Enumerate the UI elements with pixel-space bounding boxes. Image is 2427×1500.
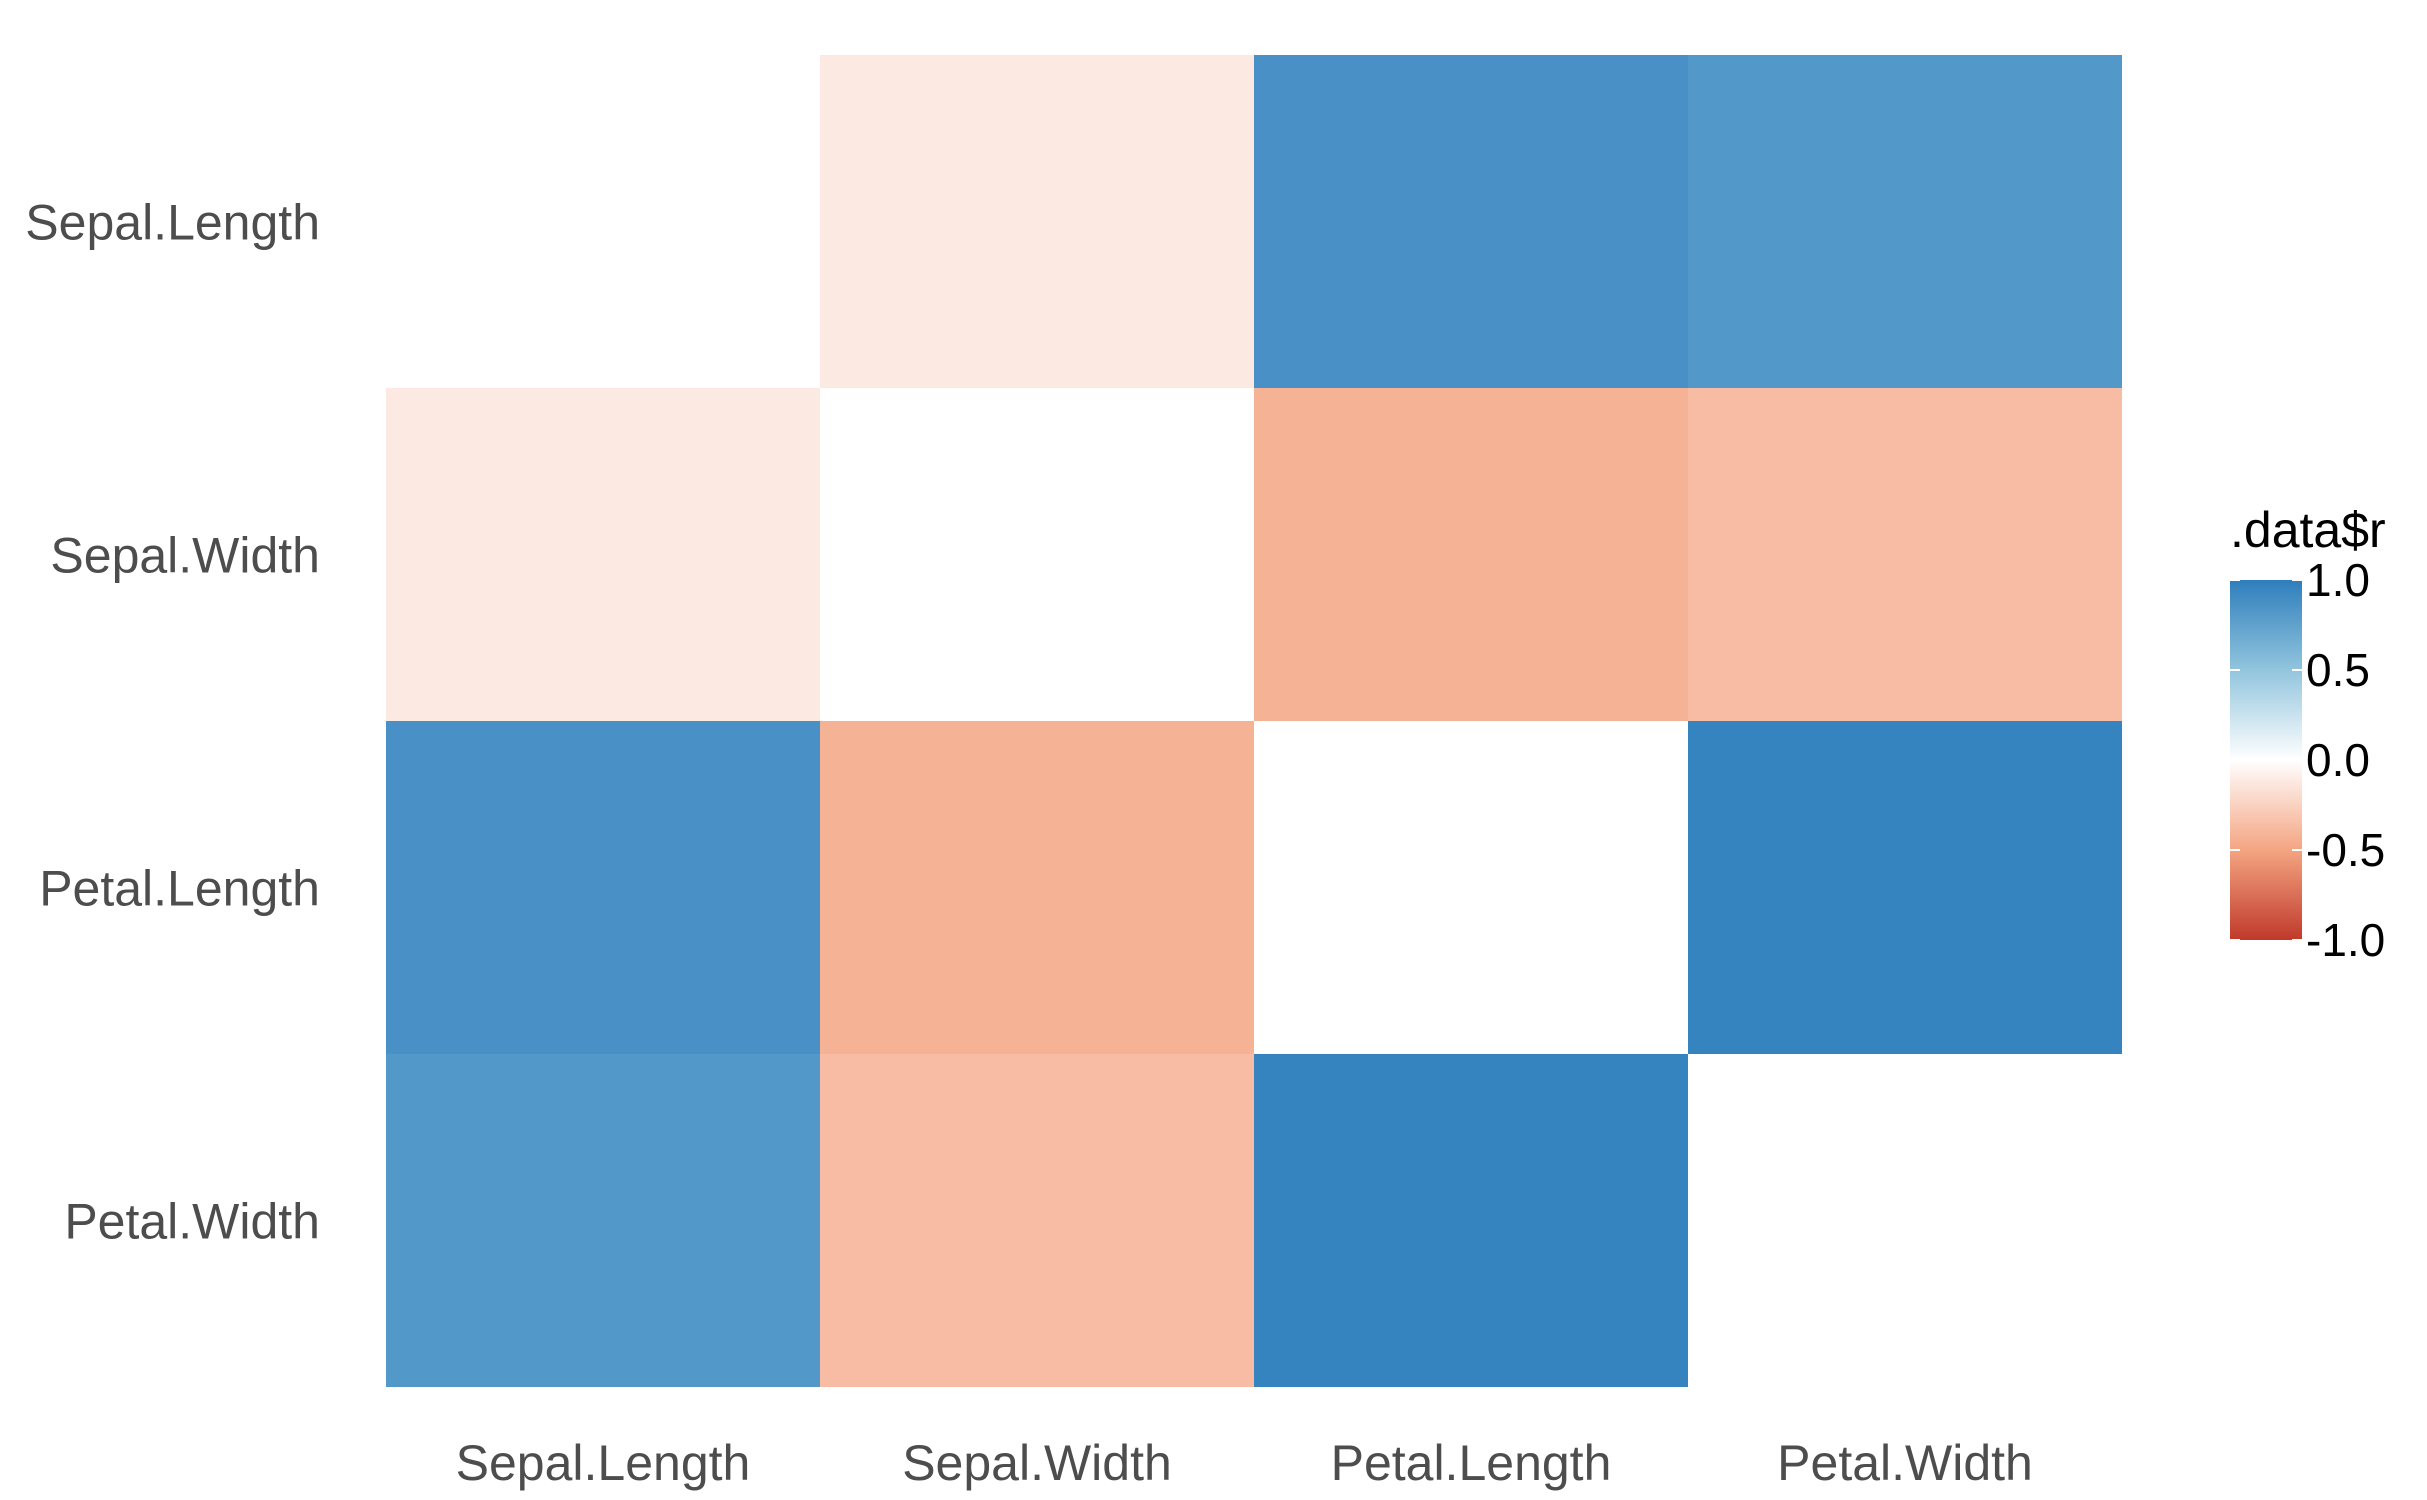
y-tick-label: Sepal.Length <box>25 195 320 251</box>
heatmap-cell-sepal-width-petal-width <box>1688 388 2122 721</box>
legend-ticks: 1.0 0.5 0.0 -0.5 -1.0 <box>2230 554 2385 966</box>
heatmap-cell-sepal-length-sepal-length <box>386 55 820 388</box>
x-axis-labels: Sepal.Length Sepal.Width Petal.Length Petal… <box>456 1435 2033 1491</box>
heatmap-cell-sepal-width-sepal-width <box>820 388 1254 721</box>
y-tick-label: Petal.Width <box>64 1194 320 1250</box>
heatmap-cell-sepal-length-petal-length <box>1254 55 1688 388</box>
heatmap-cell-petal-width-sepal-width <box>820 1054 1254 1387</box>
legend-tick-label: -1.0 <box>2306 914 2385 966</box>
heatmap-cell-sepal-width-petal-length <box>1254 388 1688 721</box>
heatmap-cell-petal-length-petal-width <box>1688 721 2122 1054</box>
x-tick-label: Sepal.Width <box>902 1435 1172 1491</box>
legend-tick-label: 1.0 <box>2306 554 2370 606</box>
heatmap-cell-petal-width-petal-length <box>1254 1054 1688 1387</box>
heatmap-cell-sepal-length-petal-width <box>1688 55 2122 388</box>
x-tick-label: Petal.Length <box>1331 1435 1612 1491</box>
heatmap-cell-petal-length-sepal-width <box>820 721 1254 1054</box>
heatmap-cell-petal-length-petal-length <box>1254 721 1688 1054</box>
y-tick-label: Sepal.Width <box>50 528 320 584</box>
legend-title: .data$r <box>2230 502 2386 558</box>
legend-colorbar <box>2230 580 2302 940</box>
heatmap-cell-petal-width-sepal-length <box>386 1054 820 1387</box>
heatmap-cell-petal-length-sepal-length <box>386 721 820 1054</box>
y-axis-labels: Sepal.Length Sepal.Width Petal.Length Petal… <box>25 195 320 1250</box>
legend-tick-label: 0.0 <box>2306 734 2370 786</box>
heatmap-cell-petal-width-petal-width <box>1688 1054 2122 1387</box>
heatmap-cell-sepal-length-sepal-width <box>820 55 1254 388</box>
y-tick-label: Petal.Length <box>39 861 320 917</box>
legend-tick-label: -0.5 <box>2306 824 2385 876</box>
heatmap-cell-sepal-width-sepal-length <box>386 388 820 721</box>
legend-tick-label: 0.5 <box>2306 644 2370 696</box>
x-tick-label: Sepal.Length <box>456 1435 751 1491</box>
color-legend: .data$r 1.0 0.5 0.0 -0.5 -1.0 <box>2230 502 2386 966</box>
heatmap-cells <box>386 55 2122 1387</box>
x-tick-label: Petal.Width <box>1777 1435 2033 1491</box>
